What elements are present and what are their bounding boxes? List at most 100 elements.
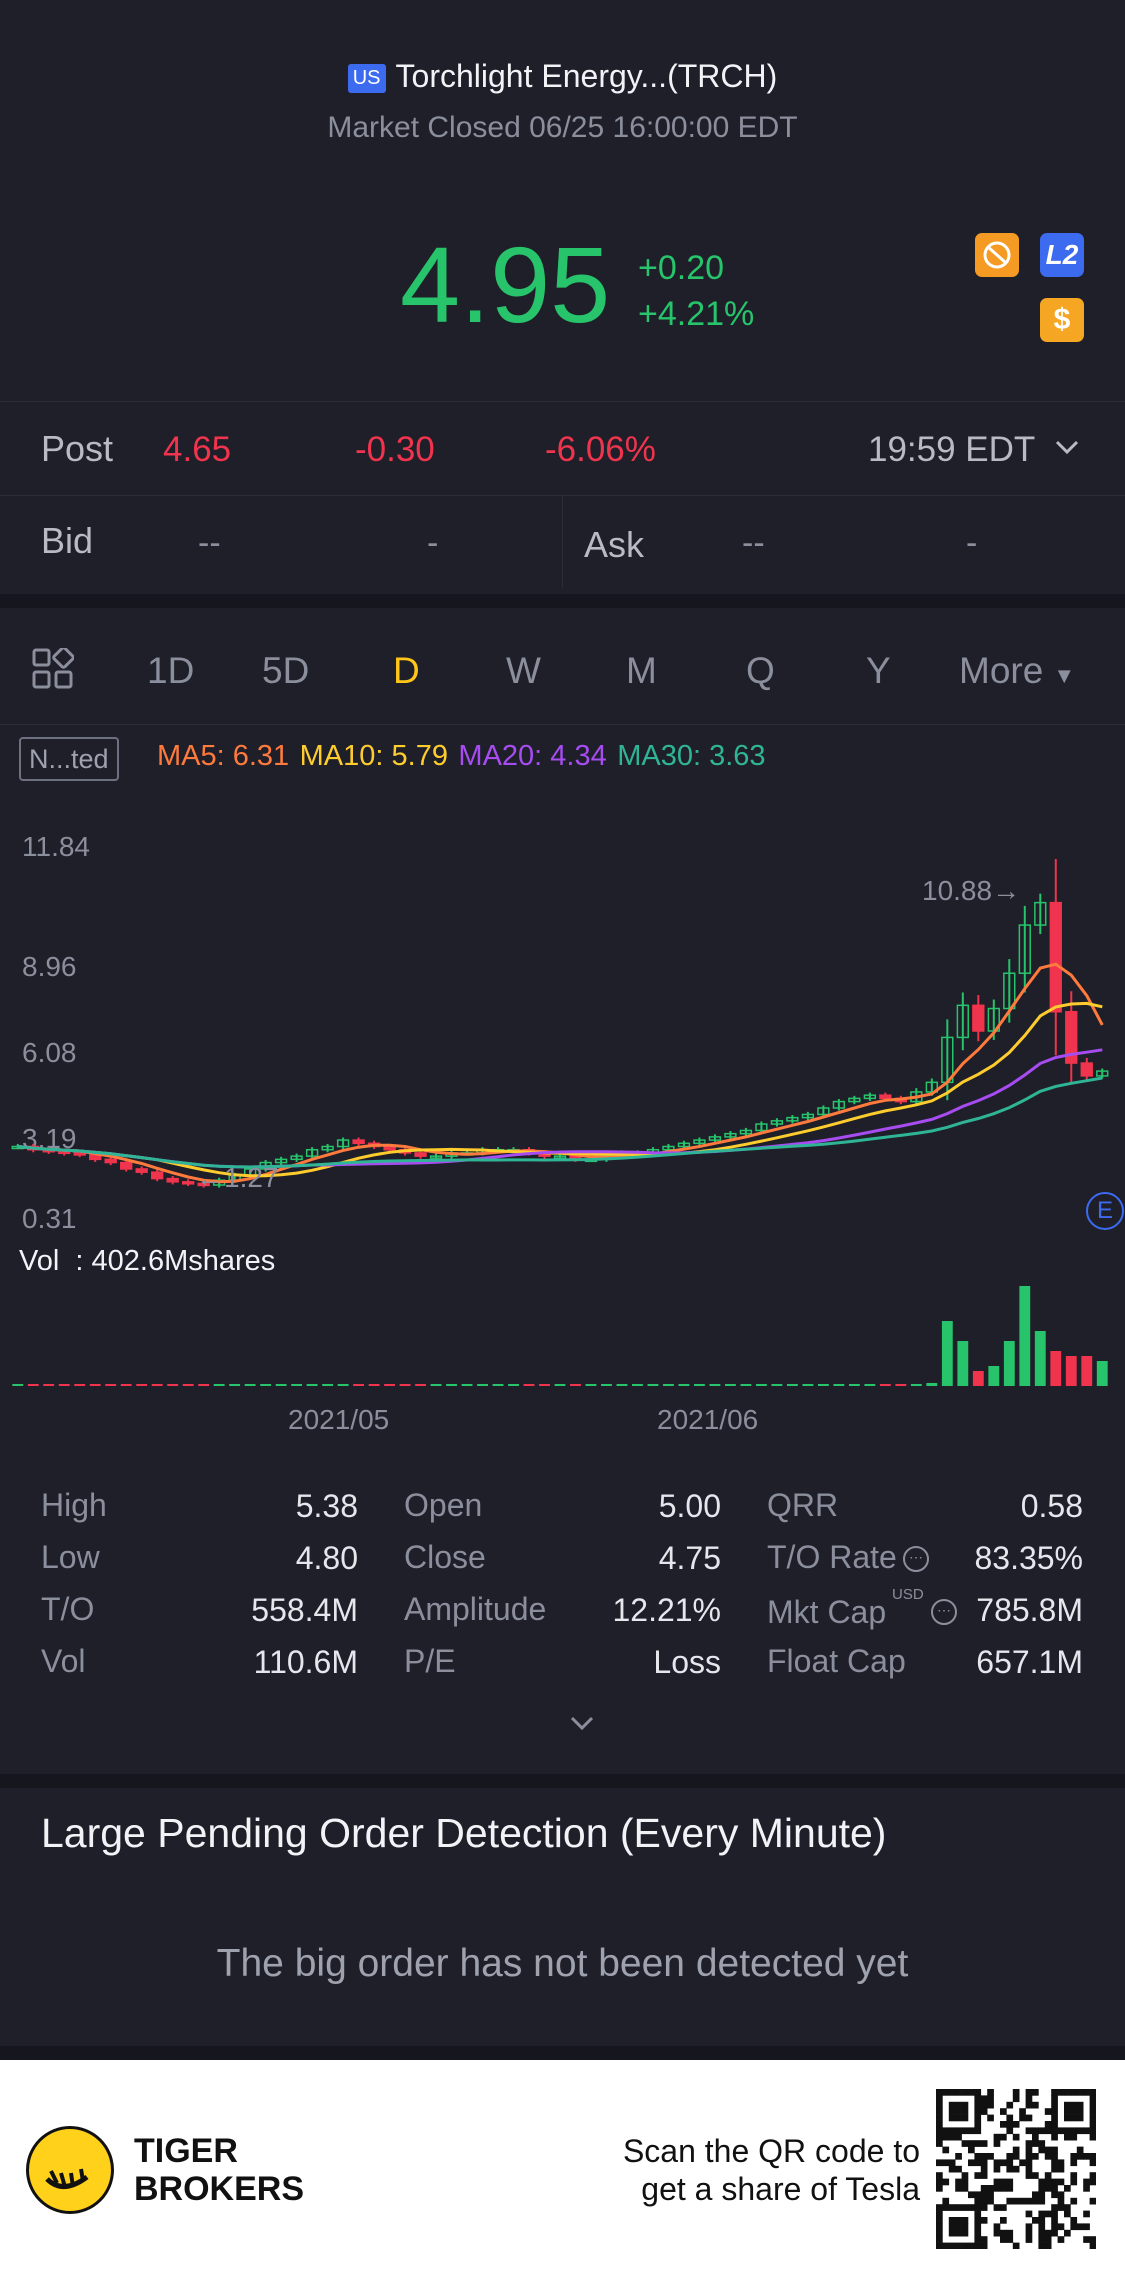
volume-bar xyxy=(755,1384,767,1386)
volume-bar xyxy=(694,1384,705,1386)
stat-label: High xyxy=(41,1487,107,1523)
candle xyxy=(1034,901,1047,926)
volume-bar xyxy=(833,1384,845,1386)
grid-menu-icon[interactable] xyxy=(32,646,75,695)
volume-bar xyxy=(213,1384,225,1386)
stat-value: Loss xyxy=(653,1644,721,1680)
volume-bar xyxy=(275,1384,287,1386)
volume-bar xyxy=(926,1383,938,1386)
candle xyxy=(1049,901,1062,1013)
volume-bar xyxy=(27,1384,39,1386)
volume-bar xyxy=(461,1384,473,1386)
candle xyxy=(414,1152,427,1157)
volume-bar xyxy=(663,1384,674,1386)
earnings-marker-label: E xyxy=(1096,1197,1113,1224)
earnings-marker[interactable]: E xyxy=(1086,1192,1124,1230)
volume-chart[interactable] xyxy=(0,1280,1125,1390)
tab-m[interactable]: M xyxy=(626,650,657,691)
bid-ask-divider xyxy=(562,496,563,588)
price-change: +0.20 xyxy=(638,249,725,287)
period-low-label: ←1.27 xyxy=(196,1162,279,1193)
qr-code xyxy=(936,2089,1096,2249)
volume-bar xyxy=(802,1384,814,1386)
pending-order-title: Large Pending Order Detection (Every Min… xyxy=(41,1810,887,1856)
stat-label: Low xyxy=(41,1539,100,1575)
candle xyxy=(1065,1010,1078,1064)
volume-bar xyxy=(353,1384,365,1386)
footer-banner[interactable]: TIGER BROKERS Scan the QR code to get a … xyxy=(0,2060,1125,2279)
bid-ask-row: Bid -- - Ask -- - xyxy=(0,496,1125,588)
adjust-toggle[interactable]: N...ted xyxy=(19,737,119,781)
volume-bar xyxy=(43,1384,55,1386)
volume-bar xyxy=(1034,1331,1046,1386)
candle xyxy=(972,1004,985,1032)
stat-value: 5.38 xyxy=(295,1488,358,1524)
level2-badge[interactable]: L2 xyxy=(1040,233,1084,277)
tab-q[interactable]: Q xyxy=(746,650,775,691)
volume-bar xyxy=(554,1384,566,1386)
tab-w[interactable]: W xyxy=(506,650,541,691)
volume-bar xyxy=(895,1384,907,1386)
volume-bar xyxy=(260,1384,272,1386)
candle xyxy=(1018,924,1031,974)
options-icon[interactable] xyxy=(975,233,1019,277)
volume-bar xyxy=(941,1321,953,1386)
candle xyxy=(677,1142,691,1148)
ask-label: Ask xyxy=(584,524,645,565)
volume-bar xyxy=(58,1384,70,1386)
volume-bar xyxy=(771,1384,783,1386)
tiger-logo-icon xyxy=(26,2126,114,2214)
post-market-row[interactable]: Post 4.65 -0.30 -6.06% 19:59 EDT xyxy=(0,402,1125,495)
volume-bar xyxy=(1081,1356,1093,1386)
volume-bar xyxy=(89,1384,101,1386)
candle xyxy=(956,1004,969,1039)
volume-bar xyxy=(523,1384,535,1386)
stat-value: 110.6M xyxy=(253,1644,358,1680)
x-tick-label: 2021/06 xyxy=(657,1404,759,1435)
ma-line-ma30 xyxy=(17,1076,1103,1169)
ma-line-ma20 xyxy=(17,1048,1103,1169)
pending-order-empty: The big order has not been detected yet xyxy=(216,1942,909,1985)
candle xyxy=(755,1123,768,1132)
expand-chevron-icon[interactable] xyxy=(567,1712,597,1739)
candle xyxy=(848,1097,861,1103)
caret-down-icon: ▼ xyxy=(1053,663,1076,688)
tab-y[interactable]: Y xyxy=(866,650,891,691)
tab-1d[interactable]: 1D xyxy=(147,650,195,691)
stat-label: QRR xyxy=(767,1487,839,1523)
volume-bar xyxy=(1050,1351,1062,1386)
candle xyxy=(151,1171,164,1180)
volume-bar xyxy=(384,1384,395,1386)
volume-bar xyxy=(508,1384,519,1386)
brand-name: TIGER BROKERS xyxy=(134,2132,304,2208)
volume-bar xyxy=(972,1371,984,1386)
info-icon[interactable]: ⋯ xyxy=(931,1599,957,1625)
volume-bar xyxy=(988,1366,1000,1386)
volume-bar xyxy=(848,1384,860,1386)
tab-d[interactable]: D xyxy=(393,650,420,691)
stat-value: 785.8M xyxy=(976,1592,1083,1628)
tab-5d[interactable]: 5D xyxy=(262,650,310,691)
tab-more[interactable]: More ▼ xyxy=(959,650,1075,692)
dollar-label: $ xyxy=(1053,303,1071,336)
volume-bar xyxy=(709,1384,721,1386)
volume-bar xyxy=(446,1384,457,1386)
candle xyxy=(863,1094,877,1100)
ma-line-ma5 xyxy=(17,962,1104,1184)
stat-label: T/O xyxy=(41,1591,95,1627)
price-chart[interactable] xyxy=(0,820,1125,1240)
volume-bar xyxy=(198,1384,210,1386)
stat-label: T/O Rate xyxy=(767,1539,897,1575)
stock-name: Torchlight Energy...(TRCH) xyxy=(395,58,778,94)
info-icon[interactable]: ⋯ xyxy=(903,1546,929,1572)
y-tick-label: 8.96 xyxy=(22,951,77,982)
candle xyxy=(801,1113,815,1119)
y-tick-label: 11.84 xyxy=(22,831,90,862)
volume-label: Vol : 402.6Mshares xyxy=(19,1245,275,1278)
candle xyxy=(104,1158,117,1164)
candle xyxy=(290,1155,303,1161)
stock-title[interactable]: US Torchlight Energy...(TRCH) xyxy=(0,58,1125,95)
post-change: -0.30 xyxy=(355,430,435,469)
dollar-icon[interactable]: $ xyxy=(1040,298,1084,342)
volume-bar xyxy=(678,1384,690,1386)
